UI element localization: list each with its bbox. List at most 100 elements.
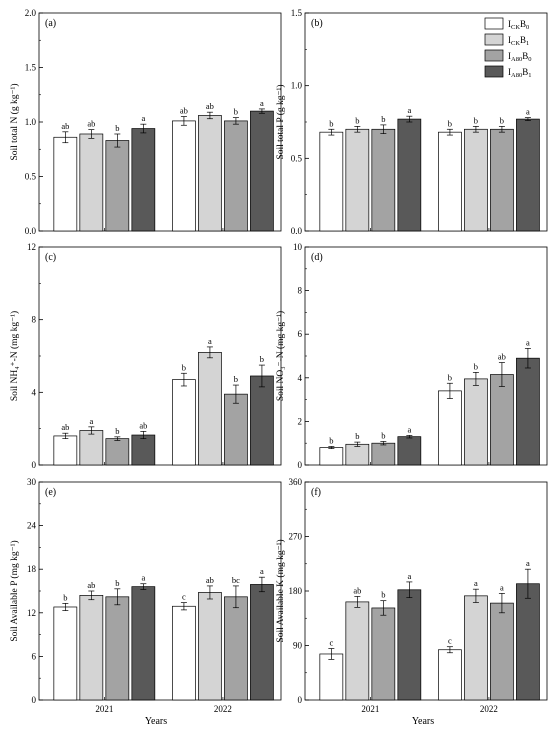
y-tick-label: 0.5 — [25, 172, 37, 182]
y-axis-label: Soil Available K (mg kg⁻¹) — [275, 539, 286, 642]
legend-label: ICKB0 — [508, 19, 529, 31]
significance-letter: ab — [87, 119, 95, 129]
bar — [105, 596, 130, 701]
significance-letter: ab — [61, 121, 69, 131]
x-tick-label: 2022 — [480, 704, 498, 714]
bar — [79, 430, 104, 466]
y-tick-label: 18 — [27, 564, 37, 574]
bar — [319, 653, 344, 701]
x-tick-label: 2022 — [214, 704, 232, 714]
x-tick-label: 2021 — [95, 704, 113, 714]
y-tick-label: 0.5 — [291, 153, 303, 163]
bar — [224, 393, 248, 466]
y-tick-label: 12 — [27, 242, 36, 252]
y-tick-label: 4 — [32, 387, 37, 397]
bar — [105, 438, 130, 466]
bar — [464, 595, 488, 701]
significance-letter: a — [407, 424, 411, 434]
panel-f: 0 90 180 270 360 Soil Available K (mg kg⁻¹) (f… — [275, 477, 548, 714]
bar — [397, 436, 422, 466]
y-tick-label: 1.0 — [25, 117, 37, 127]
significance-letter: a — [500, 582, 504, 592]
y-tick-label: 30 — [27, 477, 37, 487]
significance-letter: a — [526, 107, 530, 117]
x-axis-title-left: Years — [144, 716, 168, 727]
panel-b: 0.0 0.5 1.0 1.5 Soil total P (g kg⁻¹) (b) b b b a… — [275, 8, 548, 236]
bar — [319, 131, 344, 232]
bar — [198, 352, 222, 466]
y-tick-label: 1.5 — [291, 8, 303, 18]
panel-label: (e) — [45, 487, 56, 498]
bar — [397, 118, 422, 232]
significance-letter: b — [355, 115, 359, 125]
y-axis-label: Soil NO₃⁻-N (mg kg⁻¹) — [275, 311, 286, 401]
y-tick-label: 270 — [289, 532, 303, 542]
y-tick-label: 8 — [298, 286, 303, 296]
y-axis-label: Soil NH₄⁺-N (mg kg⁻¹) — [9, 311, 20, 401]
significance-letter: a — [407, 105, 411, 115]
significance-letter: b — [63, 592, 67, 602]
y-tick-label: 360 — [289, 477, 303, 487]
significance-letter: b — [381, 114, 385, 124]
y-tick-label: 4 — [298, 373, 303, 383]
bar — [79, 595, 104, 701]
y-tick-label: 1.5 — [25, 63, 37, 73]
significance-letter: ab — [206, 101, 214, 111]
bar — [345, 443, 370, 466]
legend-swatch — [484, 49, 504, 62]
significance-letter: ab — [206, 575, 214, 585]
bar — [131, 434, 156, 466]
y-tick-label: 10 — [293, 242, 303, 252]
legend-label: IA80B0 — [508, 51, 531, 63]
significance-letter: a — [474, 578, 478, 588]
bar — [438, 649, 462, 701]
y-tick-label: 90 — [293, 641, 303, 651]
bar — [198, 115, 222, 232]
bar — [172, 605, 196, 701]
significance-letter: b — [448, 372, 452, 382]
legend-swatch — [484, 65, 504, 78]
y-tick-label: 0.0 — [25, 226, 37, 236]
significance-letter: b — [260, 354, 264, 364]
panel-label: (f) — [311, 487, 321, 498]
significance-letter: a — [526, 337, 530, 347]
significance-letter: b — [500, 115, 504, 125]
bar — [371, 128, 396, 232]
legend-label: IA80B1 — [508, 67, 531, 79]
bar — [371, 442, 396, 466]
bar — [131, 586, 156, 701]
significance-letter: ab — [353, 585, 361, 595]
bar — [345, 128, 370, 232]
significance-letter: c — [329, 638, 333, 648]
significance-letter: b — [115, 123, 119, 133]
significance-letter: b — [234, 107, 238, 117]
significance-letter: b — [234, 374, 238, 384]
panel-a: 0.0 0.5 1.0 1.5 2.0 Soil total N (g kg⁻¹) (a) a… — [9, 8, 282, 236]
y-axis-label: Soil Available P (mg kg⁻¹) — [9, 540, 20, 641]
panel-label: (a) — [45, 18, 56, 29]
significance-letter: b — [474, 115, 478, 125]
significance-letter: b — [355, 431, 359, 441]
y-tick-label: 8 — [32, 315, 37, 325]
y-tick-label: 2.0 — [25, 8, 37, 18]
significance-letter: ab — [498, 352, 506, 362]
bar — [345, 601, 370, 701]
legend-label: ICKB1 — [508, 35, 529, 47]
bar — [438, 390, 462, 466]
legend: ICKB0 ICKB1 IA80B0 IA80B1 — [484, 17, 531, 79]
y-tick-label: 1.0 — [291, 81, 303, 91]
panel-label: (b) — [311, 18, 323, 29]
significance-letter: b — [474, 361, 478, 371]
x-axis-title-right: Years — [411, 716, 435, 727]
bar — [198, 592, 222, 701]
bar — [516, 357, 540, 466]
significance-letter: a — [526, 558, 530, 568]
bar — [172, 379, 196, 466]
y-axis-label: Soil total N (g kg⁻¹) — [9, 84, 20, 161]
bar — [464, 378, 488, 466]
significance-letter: ab — [180, 106, 188, 116]
significance-letter: c — [448, 636, 452, 646]
significance-letter: c — [182, 592, 186, 602]
significance-letter: ab — [61, 422, 69, 432]
y-tick-label: 0 — [298, 695, 303, 705]
